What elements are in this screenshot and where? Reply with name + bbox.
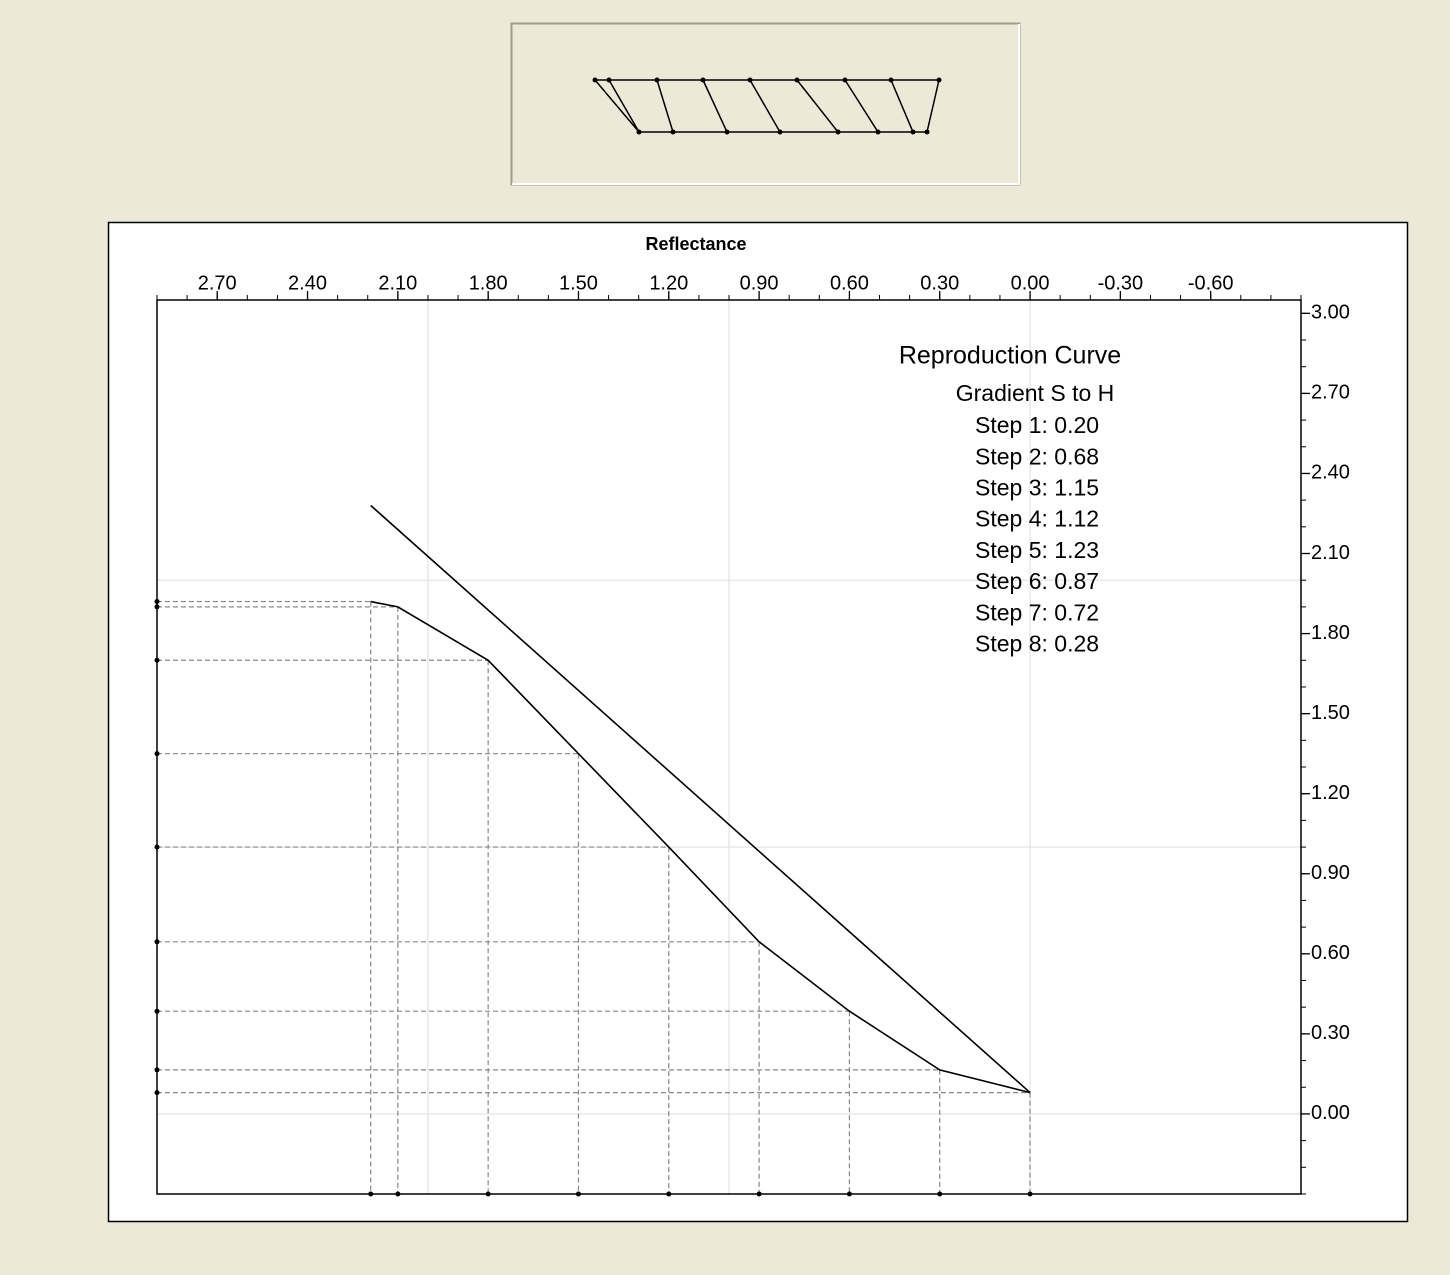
chart-frame [107,221,1409,1223]
y-tick-label: 3.00 [1311,302,1350,324]
curve [370,600,1031,1094]
annotation: Step 5: 1.23 [975,537,1099,563]
annotation-title: Reproduction Curve [899,342,1121,370]
annotation: Step 2: 0.68 [975,443,1099,469]
x-tick-label: 0.00 [1011,272,1050,294]
x-tick-label: 2.70 [198,272,237,294]
x-tick-label: 1.80 [469,272,508,294]
annotation: Step 8: 0.28 [975,630,1099,656]
preview-panel [510,22,1021,186]
x-tick-label: -0.60 [1188,272,1234,294]
x-tick-label: 0.90 [740,272,779,294]
y-tick-label: 2.40 [1311,462,1350,484]
annotation: Step 3: 1.15 [975,474,1099,500]
x-tick-label: 2.10 [378,272,417,294]
annotation: Step 7: 0.72 [975,599,1099,625]
x-tick-label: 2.40 [288,272,327,294]
y-tick-label: 1.50 [1311,702,1350,724]
x-tick-label: 1.20 [649,272,688,294]
x-tick-label: 0.30 [920,272,959,294]
y-tick-label: 0.60 [1311,942,1350,964]
x-tick-label: -0.30 [1098,272,1144,294]
x-tick-label: 0.60 [830,272,869,294]
annotation: Gradient S to H [956,380,1115,406]
y-tick-label: 1.80 [1311,622,1350,644]
annotation: Step 4: 1.12 [975,506,1099,532]
annotation: Step 6: 0.87 [975,568,1099,594]
y-tick-label: 2.70 [1311,382,1350,404]
y-tick-label: 0.30 [1311,1022,1350,1044]
y-tick-label: 2.10 [1311,542,1350,564]
curve [370,504,1031,1094]
annotation: Step 1: 0.20 [975,412,1099,438]
y-tick-label: 0.90 [1311,862,1350,884]
plot-border [156,299,1302,1195]
x-tick-label: 1.50 [559,272,598,294]
y-tick-label: 0.00 [1311,1102,1350,1124]
y-tick-label: 1.20 [1311,782,1350,804]
axis-title: Reflectance [645,234,746,254]
